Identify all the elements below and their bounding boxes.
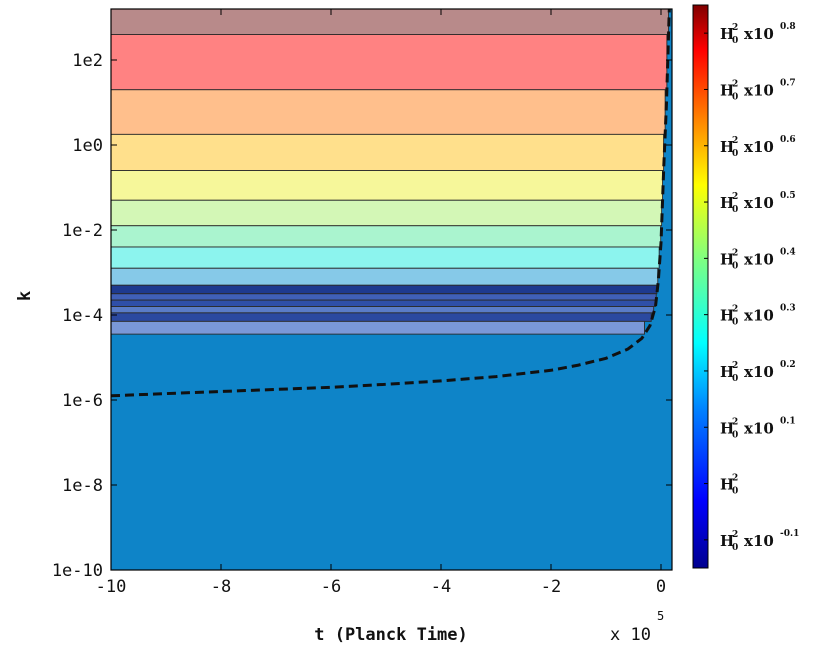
colorbar-tick-power: 0.1 (780, 416, 796, 426)
colorbar-tick-power: 0.4 (780, 247, 796, 257)
x-tick-label: -8 (211, 577, 231, 597)
colorbar-tick-power: -0.1 (780, 529, 799, 539)
contour-band (111, 199, 663, 227)
colorbar-tick-superscript: 2 (732, 79, 738, 89)
colorbar-tick-power: 0.8 (780, 22, 796, 32)
y-axis-label: k (15, 291, 35, 301)
colorbar-tick-multiplier: x10 (744, 363, 774, 381)
contour-band (111, 246, 660, 269)
y-tick-label: 1e0 (72, 136, 103, 156)
colorbar-tick-power: 0.7 (780, 78, 796, 88)
y-tick-label: 1e-6 (62, 391, 103, 411)
colorbar-tick-label: H (720, 81, 734, 99)
colorbar-tick-label: H (720, 307, 734, 325)
colorbar-tick-power: 0.2 (780, 360, 796, 370)
contour-band (111, 170, 663, 201)
colorbar-tick-superscript: 2 (732, 192, 738, 202)
contour-band (111, 320, 645, 335)
colorbar-tick-power: 0.5 (780, 191, 796, 201)
colorbar-tick-label: H (720, 532, 734, 550)
colorbar-tick-multiplier: x10 (744, 81, 774, 99)
plot-area (111, 9, 672, 570)
contour-band (111, 299, 656, 307)
contour-band (111, 133, 665, 171)
y-tick-label: 1e-10 (52, 561, 103, 581)
contour-band (111, 225, 662, 248)
colorbar-tick-label: H (720, 194, 734, 212)
colorbar-tick-power: 0.6 (780, 135, 796, 145)
colorbar-tick-multiplier: x10 (744, 250, 774, 268)
x-tick-label: -2 (541, 577, 561, 597)
y-tick-label: 1e2 (72, 51, 103, 71)
colorbar-tick-subscript: 0 (732, 36, 738, 46)
contour-band (111, 306, 655, 314)
colorbar-tick-subscript: 0 (732, 205, 738, 215)
x-tick-label: -6 (321, 577, 341, 597)
colorbar-tick-multiplier: x10 (744, 138, 774, 156)
horizon-boundary-line (111, 9, 671, 398)
y-tick-label: 1e-8 (62, 476, 103, 496)
colorbar-tick-label: H (720, 419, 734, 437)
colorbar-tick-subscript: 0 (732, 261, 738, 271)
colorbar-tick-label: H (720, 138, 734, 156)
contour-band (111, 293, 657, 301)
colorbar-tick-subscript: 0 (732, 318, 738, 328)
contour-band (111, 89, 666, 135)
x-multiplier-label: x 10 (610, 625, 651, 645)
colorbar-tick-subscript: 0 (732, 149, 738, 159)
colorbar-tick-multiplier: x10 (744, 419, 774, 437)
colorbar-tick-label: H (720, 25, 734, 43)
x-multiplier-exponent: 5 (657, 609, 664, 623)
contour-band (111, 312, 652, 322)
y-tick-label: 1e-4 (62, 306, 103, 326)
colorbar-tick-label: H (720, 476, 734, 494)
colorbar-tick-power: 0.3 (780, 304, 796, 314)
colorbar-tick-subscript: 0 (732, 487, 738, 497)
contour-band (111, 284, 658, 295)
colorbar-tick-subscript: 0 (732, 543, 738, 553)
colorbar-tick-subscript: 0 (732, 430, 738, 440)
contour-band (111, 34, 668, 91)
colorbar-tick-superscript: 2 (732, 417, 738, 427)
colorbar-tick-multiplier: x10 (744, 25, 774, 43)
colorbar-tick-label: H (720, 250, 734, 268)
y-axis: 1e2 1e0 1e-2 1e-4 1e-6 1e-8 1e-10 (52, 51, 672, 581)
colorbar-tick-superscript: 2 (732, 305, 738, 315)
colorbar-tick-multiplier: x10 (744, 532, 774, 550)
colorbar-tick-superscript: 2 (732, 474, 738, 484)
colorbar-tick-superscript: 2 (732, 136, 738, 146)
x-axis: -10 -8 -6 -4 -2 0 (96, 9, 666, 597)
plot-frame (110, 8, 673, 571)
x-tick-label: 0 (656, 577, 666, 597)
y-tick-label: 1e-2 (62, 221, 103, 241)
colorbar-tick-label: H (720, 363, 734, 381)
contour-band (111, 267, 659, 286)
x-tick-label: -4 (431, 577, 451, 597)
colorbar-tick-subscript: 0 (732, 92, 738, 102)
colorbar-tick-superscript: 2 (732, 248, 738, 258)
colorbar-tick-multiplier: x10 (744, 194, 774, 212)
colorbar-tick-superscript: 2 (732, 361, 738, 371)
contour-band (111, 9, 669, 35)
colorbar-tick-subscript: 0 (732, 374, 738, 384)
colorbar-tick-superscript: 2 (732, 530, 738, 540)
x-tick-label: -10 (96, 577, 127, 597)
colorbar-tick-multiplier: x10 (744, 307, 774, 325)
x-axis-label: t (Planck Time) (314, 625, 468, 645)
colorbar-tick-superscript: 2 (732, 23, 738, 33)
